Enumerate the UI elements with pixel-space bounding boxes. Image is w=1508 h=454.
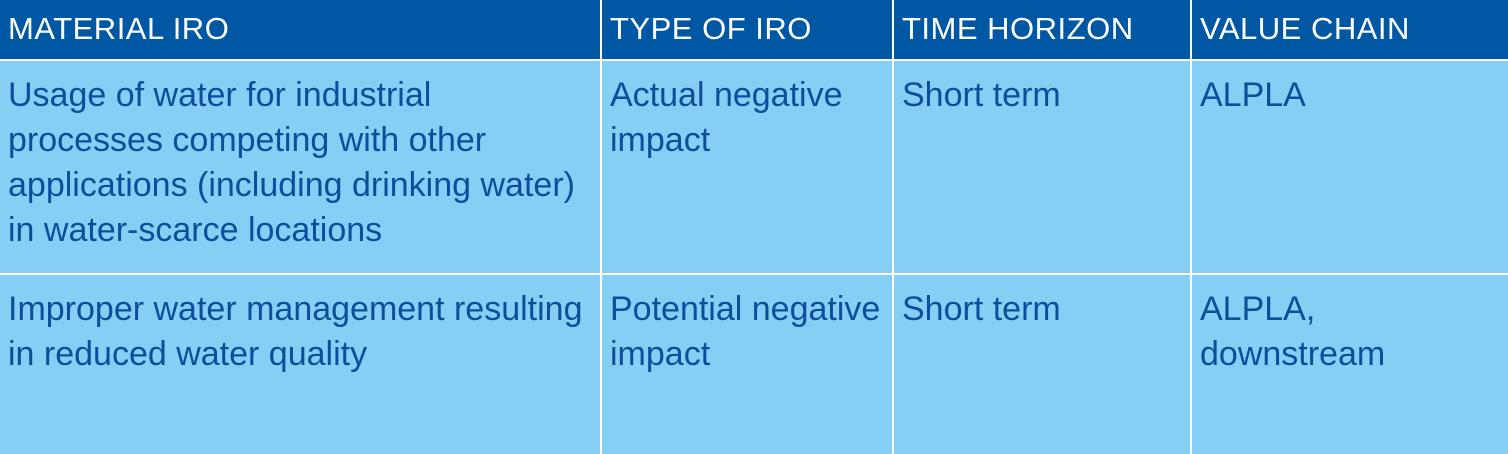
header-cell: TIME HORIZON <box>892 0 1192 61</box>
table-cell: ALPLA <box>1190 59 1508 275</box>
table-body: Usage of water for industrial processes … <box>0 59 1508 454</box>
table-cell: Short term <box>892 273 1192 454</box>
table-cell: Potential negative impact <box>600 273 894 454</box>
header-cell: VALUE CHAIN <box>1190 0 1508 61</box>
header-cell: TYPE OF IRO <box>600 0 894 61</box>
table-cell: Actual negative impact <box>600 59 894 275</box>
header-cell: MATERIAL IRO <box>0 0 602 61</box>
table-row: Usage of water for industrial processes … <box>0 59 1508 275</box>
table-cell: Usage of water for industrial processes … <box>0 59 602 275</box>
header-row: MATERIAL IRO TYPE OF IRO TIME HORIZON VALUE… <box>0 0 1508 61</box>
table-cell: Improper water management resulting in r… <box>0 273 602 454</box>
table-row: Improper water management resulting in r… <box>0 273 1508 454</box>
table-cell: ALPLA, downstream <box>1190 273 1508 454</box>
table-cell: Short term <box>892 59 1192 275</box>
